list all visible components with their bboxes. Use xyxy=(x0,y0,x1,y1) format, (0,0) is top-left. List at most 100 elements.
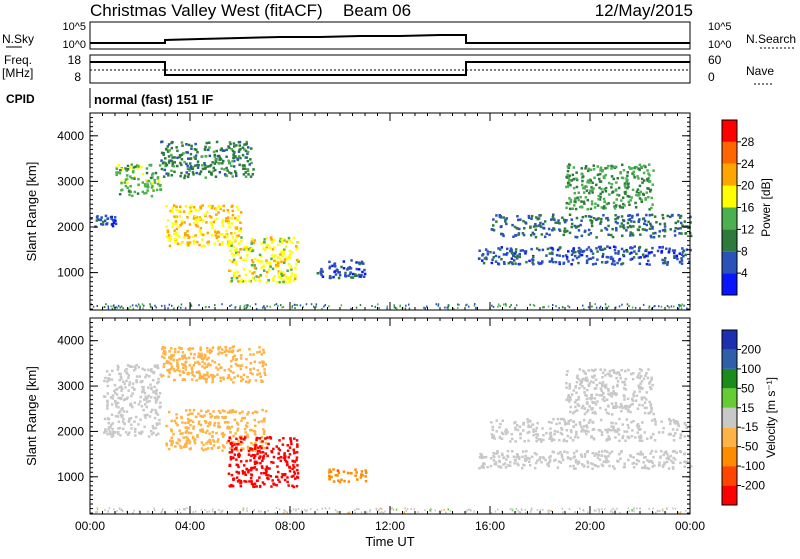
echo-cell xyxy=(382,511,385,514)
echo-cell xyxy=(607,181,611,185)
echo-cell xyxy=(227,368,231,371)
echo-cell xyxy=(164,147,168,151)
echo-cell xyxy=(347,480,351,483)
echo-cell xyxy=(607,392,610,396)
echo-cell xyxy=(259,461,262,465)
echo-cell xyxy=(570,225,573,229)
echo-cell xyxy=(547,227,551,231)
echo-cell xyxy=(208,141,211,144)
echo-cell xyxy=(147,386,150,389)
echo-cell xyxy=(127,419,131,423)
echo-cell xyxy=(633,166,637,169)
echo-cell xyxy=(321,507,323,510)
echo-cell xyxy=(179,205,182,208)
echo-cell xyxy=(122,417,125,421)
echo-cell xyxy=(201,238,204,241)
echo-cell xyxy=(266,454,269,458)
echo-cell xyxy=(165,235,168,238)
echo-cell xyxy=(204,154,207,158)
echo-cell xyxy=(649,234,653,238)
echo-cell xyxy=(129,185,132,188)
x-axis-label: Time UT xyxy=(365,534,414,549)
echo-cell xyxy=(650,435,653,438)
echo-cell xyxy=(125,168,128,171)
echo-cell xyxy=(185,445,188,448)
echo-cell xyxy=(253,453,256,457)
echo-cell xyxy=(238,144,241,147)
echo-cell xyxy=(240,419,243,423)
echo-cell xyxy=(547,462,550,465)
echo-cell xyxy=(612,177,615,181)
echo-cell xyxy=(129,402,132,405)
echo-cell xyxy=(232,165,236,168)
echo-cell xyxy=(618,405,621,409)
echo-cell xyxy=(617,259,621,262)
echo-cell xyxy=(625,248,628,252)
echo-cell xyxy=(273,238,276,242)
colorbar-segment xyxy=(722,207,737,230)
echo-cell xyxy=(208,164,211,168)
echo-cell xyxy=(315,303,318,306)
echo-cell xyxy=(111,394,115,397)
echo-cell xyxy=(643,431,646,434)
echo-cell xyxy=(626,182,629,186)
echo-cell xyxy=(343,479,346,483)
echo-cell xyxy=(603,396,606,399)
echo-cell xyxy=(212,150,216,154)
echo-cell xyxy=(502,463,505,466)
echo-cell xyxy=(255,468,258,471)
echo-cell xyxy=(126,164,130,168)
echo-cell xyxy=(229,350,232,353)
echo-cell xyxy=(159,405,162,408)
echo-cell xyxy=(514,255,517,259)
echo-cell xyxy=(238,412,242,415)
echo-cell xyxy=(195,415,198,419)
echo-cell xyxy=(619,206,622,209)
echo-cell xyxy=(208,215,212,218)
echo-cell xyxy=(193,353,196,356)
echo-cell xyxy=(168,371,171,375)
echo-cell xyxy=(232,142,236,145)
echo-cell xyxy=(628,305,630,308)
echo-cell xyxy=(112,221,116,225)
echo-cell xyxy=(613,467,616,470)
echo-cell xyxy=(541,248,545,252)
echo-cell xyxy=(176,366,180,370)
echo-cell xyxy=(118,386,121,389)
echo-cell xyxy=(612,392,615,396)
echo-cell xyxy=(111,430,115,434)
echo-cell xyxy=(182,210,186,213)
echo-cell xyxy=(686,307,688,310)
echo-cell xyxy=(204,378,207,381)
echo-cell xyxy=(173,229,176,232)
echo-cell xyxy=(585,261,589,265)
echo-cell xyxy=(457,306,459,309)
echo-cell xyxy=(244,473,247,476)
echo-cell xyxy=(575,391,578,395)
echo-cell xyxy=(390,507,392,510)
echo-cell xyxy=(533,452,537,455)
echo-cell xyxy=(273,483,276,486)
echo-cell xyxy=(248,379,251,382)
echo-cell xyxy=(111,369,114,373)
echo-cell xyxy=(253,433,257,436)
echo-cell xyxy=(648,380,652,384)
echo-cell xyxy=(169,439,172,442)
echo-cell xyxy=(278,281,281,284)
echo-cell xyxy=(523,250,527,253)
echo-cell xyxy=(521,455,524,459)
echo-cell xyxy=(154,398,158,402)
echo-cell xyxy=(196,433,199,437)
echo-cell xyxy=(249,371,252,375)
echo-cell xyxy=(565,382,568,385)
echo-cell xyxy=(126,433,130,436)
echo-cell xyxy=(424,509,426,512)
echo-cell xyxy=(624,192,627,195)
echo-cell xyxy=(292,485,296,489)
echo-cell xyxy=(252,353,255,356)
echo-cell xyxy=(161,304,163,307)
echo-cell xyxy=(240,247,243,251)
echo-cell xyxy=(186,164,189,168)
echo-cell xyxy=(290,475,294,478)
echo-cell xyxy=(679,450,682,453)
